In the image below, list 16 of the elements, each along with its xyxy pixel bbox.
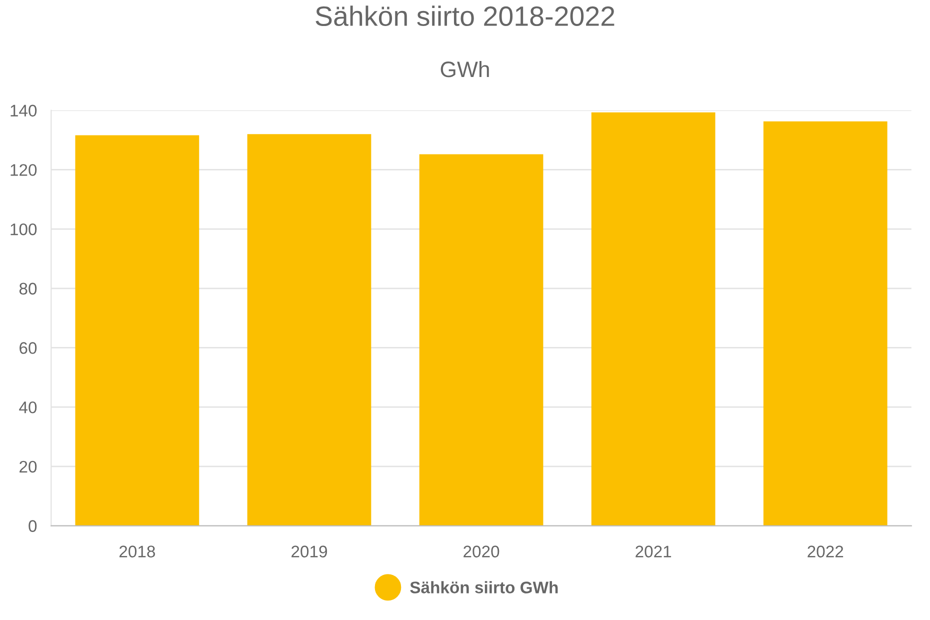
y-tick-label: 120	[10, 164, 37, 176]
x-tick-label: 2019	[292, 546, 327, 558]
y-tick-label: 80	[19, 282, 37, 295]
y-tick-label: 100	[10, 223, 37, 236]
chart-subtitle: GWh	[440, 60, 489, 78]
y-tick-label: 20	[20, 460, 37, 473]
y-tick-label: 60	[20, 342, 37, 354]
y-tick-label: 0	[28, 520, 37, 532]
x-tick-label: 2018	[119, 546, 155, 558]
x-tick-label: 2020	[464, 546, 500, 558]
x-tick-label: 2021	[636, 546, 672, 558]
y-tick-label: 140	[10, 104, 37, 117]
legend-label: Sähkön siirto GWh	[410, 581, 558, 594]
chart-title: Sähkön siirto 2018-2022	[316, 6, 614, 26]
x-tick-label: 2022	[808, 546, 844, 558]
y-tick-label: 40	[19, 401, 37, 414]
